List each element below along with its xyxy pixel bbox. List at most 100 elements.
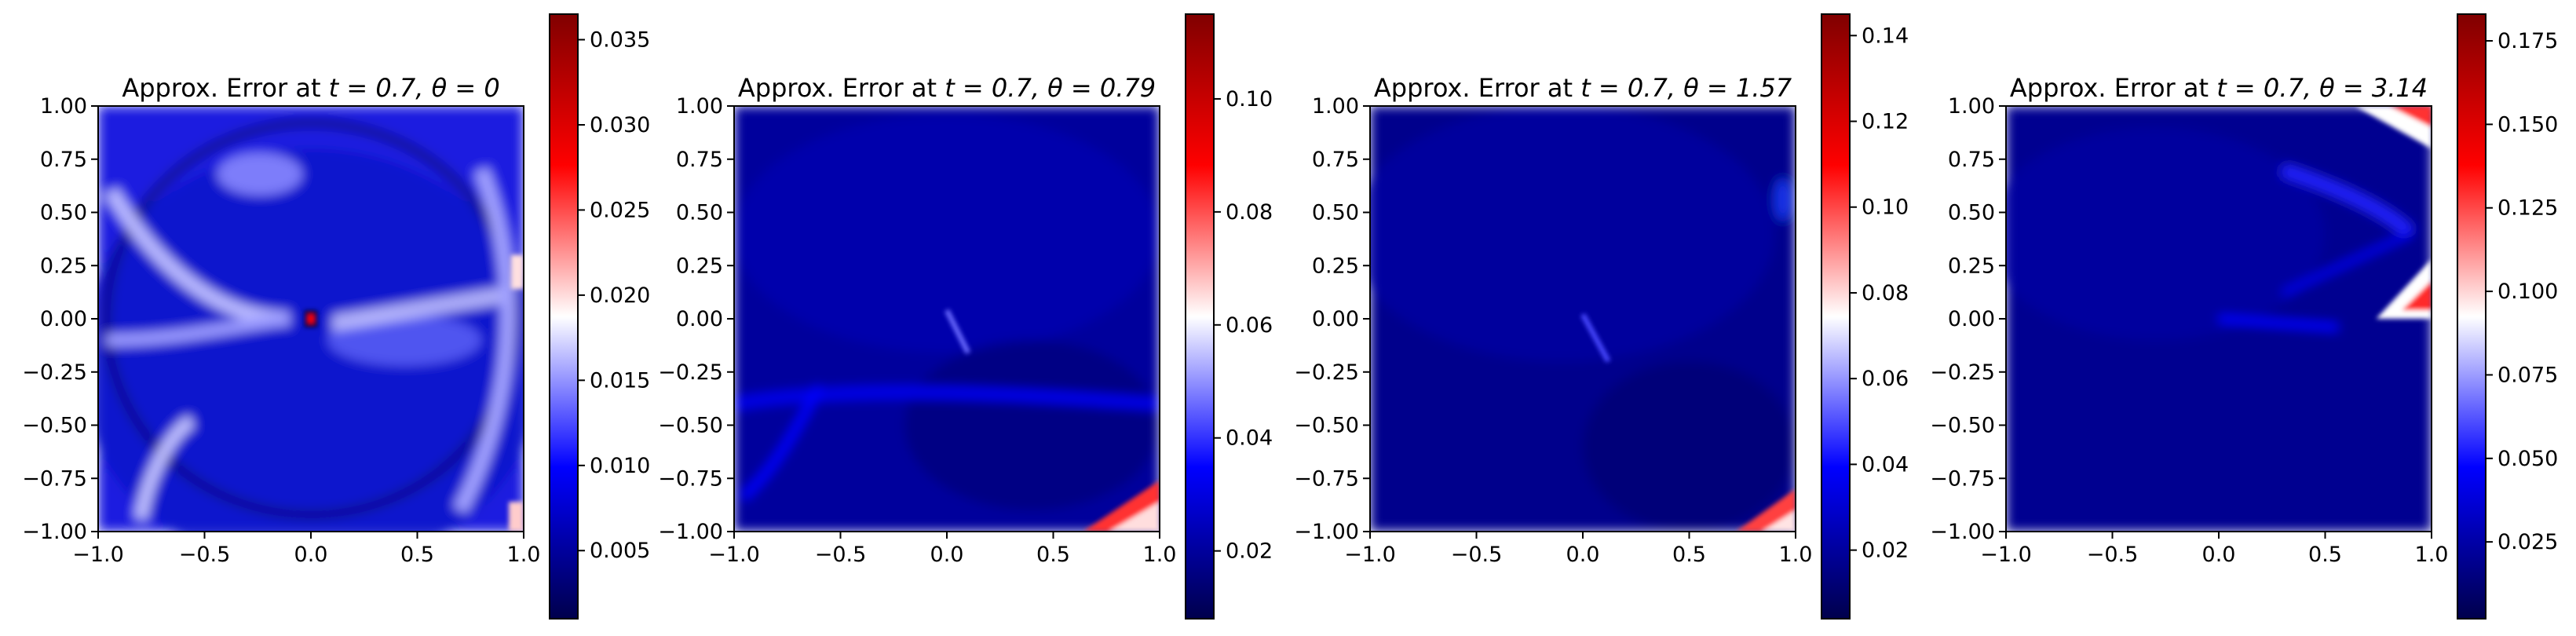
y-tick-label: 0.00 [1948, 307, 1995, 331]
x-tick-label: −0.5 [1451, 543, 1503, 567]
heatmap-detail [1580, 313, 1796, 532]
y-tick-label: 0.75 [1948, 148, 1995, 172]
colorbar-tick-label: 0.100 [2497, 280, 2558, 304]
x-tick-label: 0.0 [930, 543, 964, 567]
heatmap-detail [2355, 106, 2432, 319]
panel-title-math: t = 0.7, θ = 3.14 [2216, 73, 2428, 103]
panel-title: Approx. Error at t = 0.7, θ = 1.57 [1374, 73, 1792, 103]
y-tick-label: 0.50 [1948, 201, 1995, 225]
colorbar-tick-label: 0.06 [1226, 313, 1273, 338]
heatmap-image [98, 106, 524, 532]
x-tick-label: 0.5 [1672, 543, 1706, 567]
panel-title-text: Approx. Error at [1374, 73, 1580, 103]
y-tick-label: −0.25 [22, 360, 87, 385]
panel-title-math: t = 0.7, θ = 0 [329, 73, 500, 103]
colorbar-tick-label: 0.02 [1226, 539, 1273, 564]
heatmap-field [734, 106, 1160, 532]
panel-title-text: Approx. Error at [738, 73, 945, 103]
colorbar-tick-label: 0.04 [1862, 452, 1909, 477]
colorbar-tick-label: 0.005 [590, 539, 650, 563]
x-tick-label: 1.0 [1143, 543, 1177, 567]
y-tick-label: 0.00 [1312, 307, 1359, 331]
y-tick-label: −0.75 [22, 466, 87, 491]
y-tick-label: −0.25 [1930, 360, 1995, 385]
x-tick-label: −0.5 [815, 543, 867, 567]
panel-title: Approx. Error at t = 0.7, θ = 0 [122, 73, 499, 103]
y-tick-label: −0.75 [1930, 466, 1995, 491]
y-tick-label: 0.00 [676, 307, 723, 331]
panel-title-text: Approx. Error at [122, 73, 328, 103]
heatmap-image [1370, 106, 1796, 532]
y-tick-label: 0.25 [676, 254, 723, 278]
heatmap-image [734, 106, 1160, 532]
x-tick-label: 0.0 [1566, 543, 1600, 567]
heatmap-panel-3: Approx. Error at t = 0.7, θ = 1.57 −1.0 −0… [1294, 13, 1909, 620]
panel-title: Approx. Error at t = 0.7, θ = 0.79 [738, 73, 1156, 103]
y-tick-label: 1.00 [1312, 94, 1359, 119]
colorbar [549, 13, 579, 620]
colorbar-tick-label: 0.020 [590, 283, 650, 308]
y-tick-label: 0.75 [676, 148, 723, 172]
y-tick-label: −1.00 [22, 520, 87, 544]
heatmap-panel-1: Approx. Error at t = 0.7, θ = 0−1.0 −0.5 0… [22, 13, 650, 620]
colorbar-tick-label: 0.050 [2497, 447, 2558, 471]
y-tick-label: 1.00 [1948, 94, 1995, 119]
colorbar-tick-label: 0.010 [590, 454, 650, 478]
y-tick-label: −0.50 [1930, 414, 1995, 438]
y-tick-label: −0.50 [1294, 414, 1359, 438]
colorbar-tick-label: 0.125 [2497, 196, 2558, 221]
x-tick-label: −0.5 [179, 543, 231, 567]
heatmap-panel-2: Approx. Error at t = 0.7, θ = 0.79 −1.0 −0… [658, 13, 1273, 620]
y-tick-label: −0.75 [1294, 466, 1359, 491]
heatmap-detail [304, 254, 524, 532]
panel-title: Approx. Error at t = 0.7, θ = 3.14 [2010, 73, 2428, 103]
y-tick-label: 0.50 [1312, 201, 1359, 225]
x-tick-label: 0.5 [2308, 543, 2342, 567]
x-tick-label: 0.0 [294, 543, 328, 567]
panel-title-math: t = 0.7, θ = 0.79 [945, 73, 1156, 103]
y-tick-label: −0.25 [658, 360, 723, 385]
colorbar-tick-label: 0.12 [1862, 110, 1909, 134]
colorbar-tick-label: 0.025 [590, 198, 650, 222]
colorbar-tick-label: 0.08 [1226, 200, 1273, 225]
colorbar-tick-label: 0.035 [590, 28, 650, 53]
heatmap-field [2006, 106, 2432, 532]
colorbar-tick-label: 0.10 [1862, 196, 1909, 220]
colorbar-tick-label: 0.10 [1226, 87, 1273, 111]
y-tick-label: −1.00 [1294, 520, 1359, 544]
y-tick-label: 0.00 [40, 307, 87, 331]
x-tick-label: −0.5 [2087, 543, 2139, 567]
x-tick-label: −1.0 [72, 543, 124, 567]
y-tick-label: 0.50 [40, 201, 87, 225]
colorbar-tick-label: 0.150 [2497, 112, 2558, 137]
colorbar [1185, 13, 1215, 620]
x-tick-label: 0.5 [1036, 543, 1070, 567]
y-tick-label: −0.50 [22, 414, 87, 438]
y-tick-label: −1.00 [658, 520, 723, 544]
y-tick-label: −0.75 [658, 466, 723, 491]
colorbar [1821, 13, 1851, 620]
y-tick-label: 0.25 [40, 254, 87, 278]
x-tick-label: −1.0 [1980, 543, 2032, 567]
colorbar-tick-label: 0.175 [2497, 29, 2558, 53]
heatmap-field [98, 106, 524, 532]
colorbar-tick-label: 0.14 [1862, 24, 1909, 48]
y-tick-label: 0.75 [1312, 148, 1359, 172]
y-tick-label: 1.00 [676, 94, 723, 119]
x-tick-label: 1.0 [507, 543, 541, 567]
y-tick-label: −1.00 [1930, 520, 1995, 544]
x-tick-label: 1.0 [2415, 543, 2449, 567]
colorbar-tick-label: 0.030 [590, 113, 650, 137]
y-tick-label: 1.00 [40, 94, 87, 119]
y-tick-label: 0.75 [40, 148, 87, 172]
colorbar-tick-label: 0.04 [1226, 426, 1273, 451]
y-tick-label: 0.25 [1312, 254, 1359, 278]
heatmap-panel-4: Approx. Error at t = 0.7, θ = 3.14 −1.0 −0… [1930, 13, 2558, 620]
y-tick-label: 0.25 [1948, 254, 1995, 278]
y-tick-label: −0.25 [1294, 360, 1359, 385]
heatmap-detail [945, 309, 1160, 532]
heatmap-image [2006, 106, 2432, 532]
x-tick-label: 0.0 [2202, 543, 2236, 567]
x-tick-label: −1.0 [708, 543, 760, 567]
colorbar-tick-label: 0.06 [1862, 367, 1909, 391]
